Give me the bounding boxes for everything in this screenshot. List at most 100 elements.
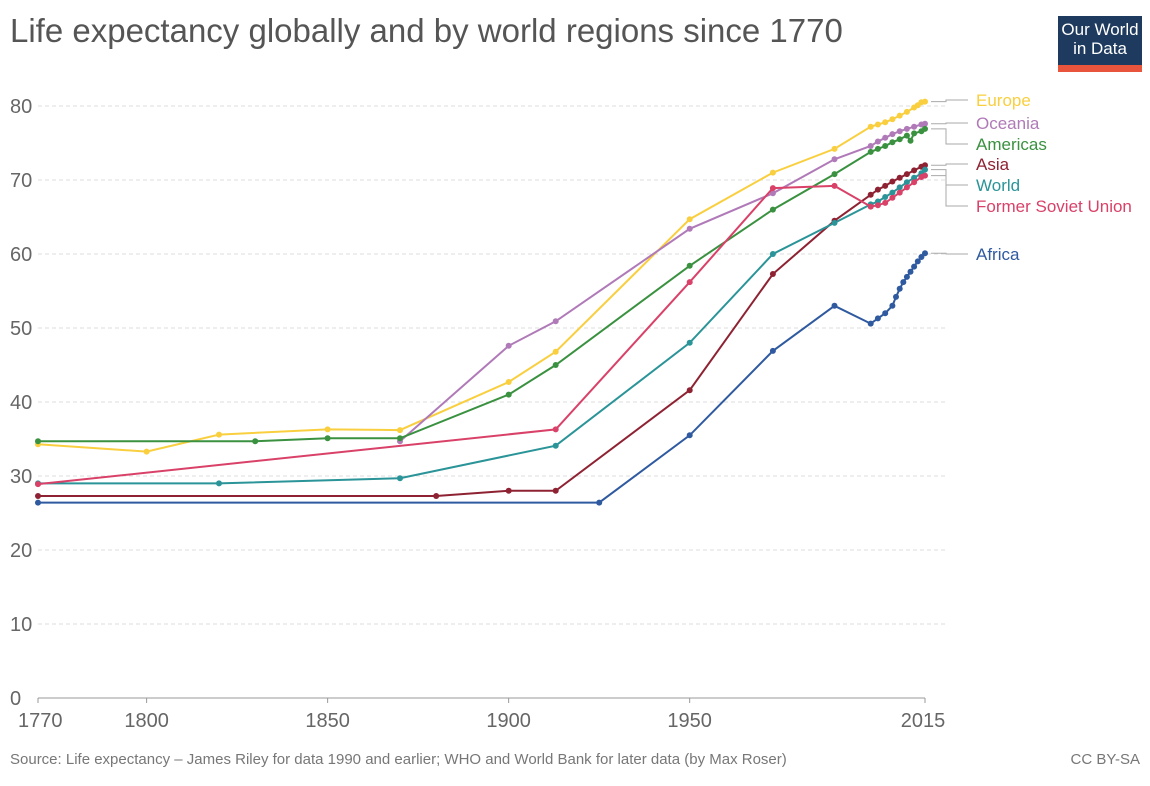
data-point-americas-1950[interactable] [686, 262, 693, 269]
data-point-former-soviet-union-2004[interactable] [882, 199, 889, 206]
data-point-europe-1800[interactable] [143, 448, 150, 455]
series-label-oceania[interactable]: Oceania [976, 114, 1040, 133]
data-point-americas-2002[interactable] [874, 145, 881, 152]
data-point-africa-2015[interactable] [922, 250, 928, 257]
data-point-world-1820[interactable] [216, 480, 222, 487]
data-point-oceania-2012[interactable] [911, 123, 918, 130]
data-point-oceania-1973[interactable] [769, 190, 776, 197]
data-point-americas-2000[interactable] [867, 148, 874, 155]
data-point-former-soviet-union-1913[interactable] [552, 426, 559, 433]
data-point-world-2010[interactable] [903, 179, 910, 186]
data-point-africa-1950[interactable] [686, 432, 693, 439]
data-point-world-1973[interactable] [769, 251, 776, 257]
data-point-asia-2012[interactable] [911, 167, 918, 174]
data-point-americas-1900[interactable] [505, 391, 512, 398]
data-point-europe-1850[interactable] [324, 426, 331, 433]
data-point-americas-2006[interactable] [889, 139, 896, 146]
data-point-former-soviet-union-2000[interactable] [867, 203, 874, 210]
data-point-asia-2006[interactable] [889, 178, 896, 185]
data-point-oceania-2002[interactable] [874, 138, 881, 145]
data-point-asia-1900[interactable] [505, 487, 512, 494]
data-point-asia-1913[interactable] [552, 487, 559, 494]
series-label-americas[interactable]: Americas [976, 135, 1047, 154]
series-label-world[interactable]: World [976, 176, 1020, 195]
data-point-europe-1973[interactable] [769, 169, 776, 176]
data-point-americas-2012[interactable] [911, 130, 918, 137]
data-point-europe-2000[interactable] [867, 123, 874, 130]
license-link[interactable]: CC BY-SA [1070, 751, 1140, 768]
data-point-former-soviet-union-2002[interactable] [874, 202, 881, 209]
data-point-world-2006[interactable] [889, 189, 896, 196]
data-point-europe-2006[interactable] [889, 116, 896, 123]
data-point-europe-2010[interactable] [903, 108, 910, 115]
series-line-former-soviet-union[interactable] [37, 174, 926, 486]
data-point-asia-2004[interactable] [882, 182, 889, 189]
data-point-oceania-2000[interactable] [867, 143, 874, 149]
data-point-americas-1973[interactable] [769, 206, 776, 213]
series-line-world[interactable] [38, 168, 926, 485]
data-point-oceania-1950[interactable] [686, 225, 693, 232]
series-line-africa[interactable] [38, 252, 926, 504]
data-point-asia-1950[interactable] [686, 387, 693, 394]
data-point-africa-2011[interactable] [907, 268, 914, 275]
series-label-europe[interactable]: Europe [976, 91, 1031, 110]
data-point-europe-1870[interactable] [397, 427, 403, 434]
data-point-americas-2010[interactable] [903, 132, 910, 139]
data-point-americas-2011[interactable] [907, 137, 914, 144]
data-point-africa-1973[interactable] [769, 347, 776, 354]
data-point-americas-1850[interactable] [324, 435, 331, 442]
data-point-europe-1900[interactable] [505, 379, 512, 385]
data-point-americas-1870[interactable] [397, 435, 403, 442]
series-label-asia[interactable]: Asia [976, 155, 1010, 174]
data-point-africa-2004[interactable] [882, 310, 889, 317]
data-point-oceania-2015[interactable] [922, 120, 928, 127]
data-point-asia-2010[interactable] [903, 171, 910, 178]
data-point-world-2015[interactable] [922, 166, 928, 173]
data-point-asia-2008[interactable] [896, 174, 903, 181]
series-line-asia[interactable] [38, 164, 926, 497]
series-label-africa[interactable]: Africa [976, 245, 1020, 264]
data-point-americas-1990[interactable] [831, 171, 838, 178]
data-point-africa-1925[interactable] [596, 499, 603, 506]
data-point-world-2012[interactable] [911, 174, 918, 181]
data-point-former-soviet-union-2006[interactable] [889, 194, 896, 201]
data-point-europe-2008[interactable] [896, 112, 903, 119]
data-point-world-1950[interactable] [686, 339, 693, 346]
data-point-former-soviet-union-2015[interactable] [922, 172, 928, 179]
data-point-africa-2002[interactable] [874, 315, 881, 322]
data-point-oceania-1900[interactable] [505, 342, 512, 349]
series-line-oceania[interactable] [399, 122, 926, 442]
data-point-asia-1770[interactable] [35, 493, 41, 499]
data-point-world-1913[interactable] [552, 442, 559, 449]
data-point-world-1990[interactable] [831, 219, 838, 226]
data-point-africa-2012[interactable] [911, 263, 918, 270]
data-point-asia-2002[interactable] [874, 186, 881, 193]
series-line-europe[interactable] [37, 100, 926, 453]
data-point-africa-1990[interactable] [831, 302, 838, 309]
data-point-asia-2000[interactable] [867, 191, 874, 198]
data-point-former-soviet-union-2012[interactable] [911, 179, 918, 186]
data-point-africa-2010[interactable] [903, 273, 910, 280]
data-point-americas-1913[interactable] [552, 362, 559, 368]
data-point-africa-2006[interactable] [889, 302, 896, 309]
data-point-oceania-2008[interactable] [896, 128, 903, 135]
data-point-europe-1990[interactable] [831, 145, 838, 152]
data-point-americas-2015[interactable] [922, 125, 928, 132]
data-point-africa-2013[interactable] [914, 258, 921, 265]
data-point-world-1870[interactable] [397, 475, 403, 482]
data-point-europe-2015[interactable] [922, 98, 928, 105]
data-point-europe-1950[interactable] [686, 216, 693, 223]
data-point-americas-2008[interactable] [896, 136, 903, 143]
data-point-europe-1820[interactable] [216, 431, 222, 438]
data-point-africa-2008[interactable] [896, 285, 903, 292]
data-point-world-2004[interactable] [882, 194, 889, 200]
series-label-former-soviet-union[interactable]: Former Soviet Union [976, 197, 1132, 216]
data-point-former-soviet-union-1973[interactable] [769, 185, 776, 192]
data-point-asia-1973[interactable] [769, 271, 776, 277]
data-point-former-soviet-union-1950[interactable] [686, 279, 693, 286]
data-point-former-soviet-union-2008[interactable] [896, 189, 903, 196]
data-point-africa-2000[interactable] [867, 320, 874, 327]
data-point-asia-1880[interactable] [433, 493, 440, 499]
data-point-americas-1770[interactable] [35, 438, 41, 445]
data-point-europe-1913[interactable] [552, 348, 559, 355]
